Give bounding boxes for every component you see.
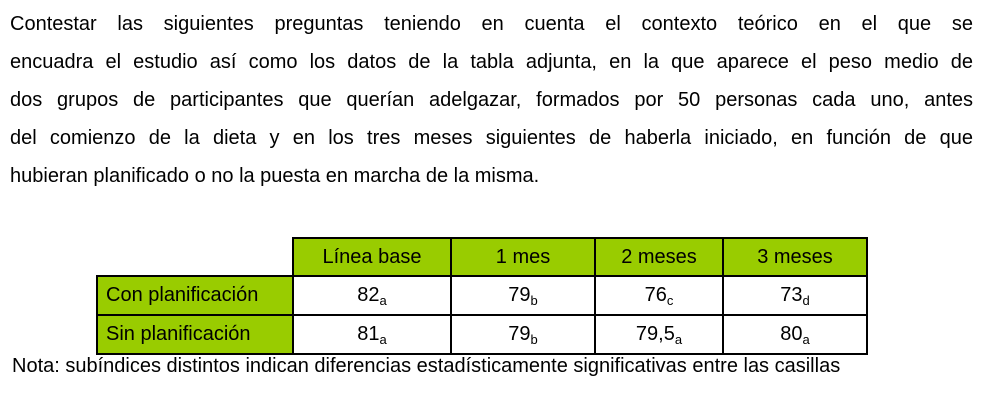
paragraph-line-2: encuadra el estudio así como los datos d… <box>10 51 973 73</box>
intro-paragraph: Contestar las siguientes preguntas tenie… <box>10 5 973 195</box>
row-label-sin-planificacion: Sin planificación <box>96 314 294 355</box>
cell-value: 81 <box>357 323 380 345</box>
row-label-con-planificacion: Con planificación <box>96 275 294 316</box>
cell-subscript: b <box>530 293 538 308</box>
cell-value: 79,5 <box>635 323 675 345</box>
cell-value: 82 <box>357 284 380 306</box>
cell-subscript: a <box>379 332 387 347</box>
cell-subscript: d <box>802 293 810 308</box>
cell-subscript: a <box>802 332 810 347</box>
cell-subscript: a <box>379 293 387 308</box>
cell-value: 73 <box>780 284 803 306</box>
cell-subscript: b <box>530 332 538 347</box>
cell-value: 76 <box>644 284 667 306</box>
table-cell: 81a <box>292 314 452 355</box>
weight-data-table: Línea base 1 mes 2 meses 3 meses Con pla… <box>96 237 868 355</box>
cell-value: 80 <box>780 323 803 345</box>
table-cell: 79b <box>450 314 596 355</box>
cell-subscript: a <box>674 332 683 347</box>
column-header-3-meses: 3 meses <box>722 237 868 277</box>
cell-subscript: c <box>666 293 674 308</box>
paragraph-line-5: hubieran planificado o no la puesta en m… <box>10 165 540 187</box>
table-cell: 80a <box>722 314 868 355</box>
table-cell: 82a <box>292 275 452 316</box>
cell-value: 79 <box>508 284 531 306</box>
paragraph-line-1: Contestar las siguientes preguntas tenie… <box>10 13 973 35</box>
table-cell: 73d <box>722 275 868 316</box>
table-cell: 76c <box>594 275 724 316</box>
table-row-sin-planificacion: Sin planificación 81a 79b 79,5a 80a <box>96 314 868 355</box>
note-text: Nota: subíndices distintos indican difer… <box>12 355 841 377</box>
table-cell: 79b <box>450 275 596 316</box>
column-header-2-meses: 2 meses <box>594 237 724 277</box>
column-header-linea-base: Línea base <box>292 237 452 277</box>
paragraph-line-4: del comienzo de la dieta y en los tres m… <box>10 127 973 149</box>
table-row-con-planificacion: Con planificación 82a 79b 76c 73d <box>96 275 868 316</box>
corner-empty-cell <box>97 238 293 276</box>
cell-value: 79 <box>508 323 531 345</box>
paragraph-line-3: dos grupos de participantes que querían … <box>10 89 973 111</box>
column-header-1-mes: 1 mes <box>450 237 596 277</box>
table-header-row: Línea base 1 mes 2 meses 3 meses <box>97 237 868 277</box>
table-cell: 79,5a <box>594 314 724 355</box>
